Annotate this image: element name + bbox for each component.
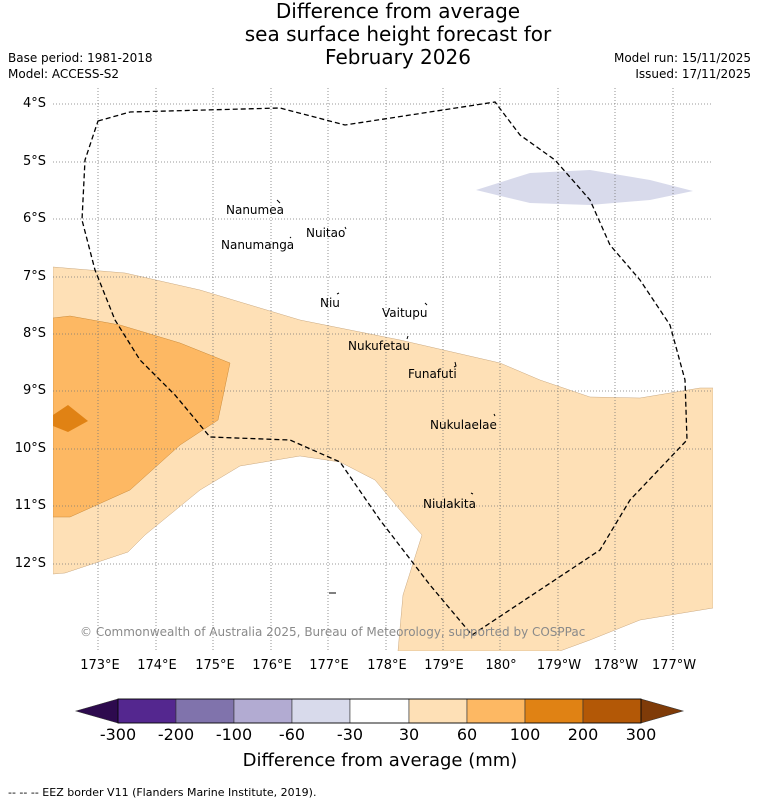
eez-legend: -- -- -- EEZ border V11 (Flanders Marine…	[8, 786, 317, 799]
lat-label: 6°S	[22, 211, 46, 226]
lat-label: 11°S	[14, 498, 46, 513]
copyright-notice: © Commonwealth of Australia 2025, Bureau…	[80, 625, 586, 639]
place-label: Nanumea	[226, 203, 284, 217]
lat-label: 10°S	[14, 441, 46, 456]
islands	[276, 199, 496, 594]
colorbar-tick: 100	[509, 725, 541, 744]
lon-label: 179°E	[424, 658, 464, 673]
lat-label: 7°S	[22, 269, 46, 284]
colorbar-tick: -200	[157, 725, 195, 744]
anomaly-neg60-neg30	[476, 170, 693, 205]
issued-date: Issued: 17/11/2025	[635, 67, 751, 81]
lat-label: 5°S	[22, 154, 46, 169]
lon-label: 175°E	[195, 658, 235, 673]
gridlines	[53, 88, 713, 651]
colorbar-segment	[175, 698, 235, 724]
colorbar-segment	[117, 698, 177, 724]
colorbar-segment	[524, 698, 584, 724]
colorbar-tick: -60	[278, 725, 306, 744]
place-label: Nukufetau	[348, 339, 411, 353]
title-line2: sea surface height forecast for	[244, 22, 552, 46]
lon-label: 178°E	[367, 658, 407, 673]
place-label: Nanumanga	[221, 238, 295, 252]
lon-label: 176°E	[252, 658, 292, 673]
lon-label: 177°E	[309, 658, 349, 673]
model-name: Model: ACCESS-S2	[8, 67, 120, 81]
colorbar-segment	[74, 698, 119, 724]
colorbar-tick: 300	[625, 725, 657, 744]
colorbar-segment	[349, 698, 410, 724]
place-label: Niulakita	[423, 497, 476, 511]
colorbar-segment	[640, 698, 685, 724]
colorbar-tick: 200	[567, 725, 599, 744]
lon-label: 174°E	[137, 658, 177, 673]
anomaly-60-100	[53, 315, 231, 518]
place-label: Nukulaelae	[430, 418, 497, 432]
lat-label: 4°S	[22, 96, 46, 111]
colorbar-segment	[291, 698, 351, 724]
place-label: Nuitao	[306, 226, 346, 240]
colorbar-segment	[582, 698, 642, 724]
colorbar-segment	[466, 698, 526, 724]
lon-label: 173°E	[80, 658, 120, 673]
colorbar-tick: 30	[398, 725, 420, 744]
colorbar-segment	[408, 698, 468, 724]
model-run: Model run: 15/11/2025	[613, 51, 751, 65]
title-line1: Difference from average	[275, 0, 521, 23]
colorbar-tick: -30	[336, 725, 364, 744]
colorbar-label: Difference from average (mm)	[242, 750, 518, 771]
anomaly-100-200	[53, 405, 88, 432]
lon-label: 177°W	[651, 658, 697, 673]
colorbar-tick: -300	[99, 725, 137, 744]
place-label: Vaitupu	[382, 306, 428, 320]
lon-label: 179°W	[536, 658, 582, 673]
colorbar	[74, 698, 685, 724]
colorbar-segment	[233, 698, 293, 724]
lon-label: 178°W	[593, 658, 639, 673]
place-label: Funafuti	[408, 367, 457, 381]
lat-label: 12°S	[14, 556, 46, 571]
lon-label: 180°	[485, 658, 517, 673]
colorbar-tick: -100	[215, 725, 253, 744]
title-line3: February 2026	[325, 45, 471, 69]
place-label: Niu	[320, 296, 340, 310]
base-period: Base period: 1981-2018	[8, 51, 153, 65]
colorbar-tick: 60	[456, 725, 478, 744]
lat-label: 8°S	[22, 326, 46, 341]
lat-label: 9°S	[22, 383, 46, 398]
